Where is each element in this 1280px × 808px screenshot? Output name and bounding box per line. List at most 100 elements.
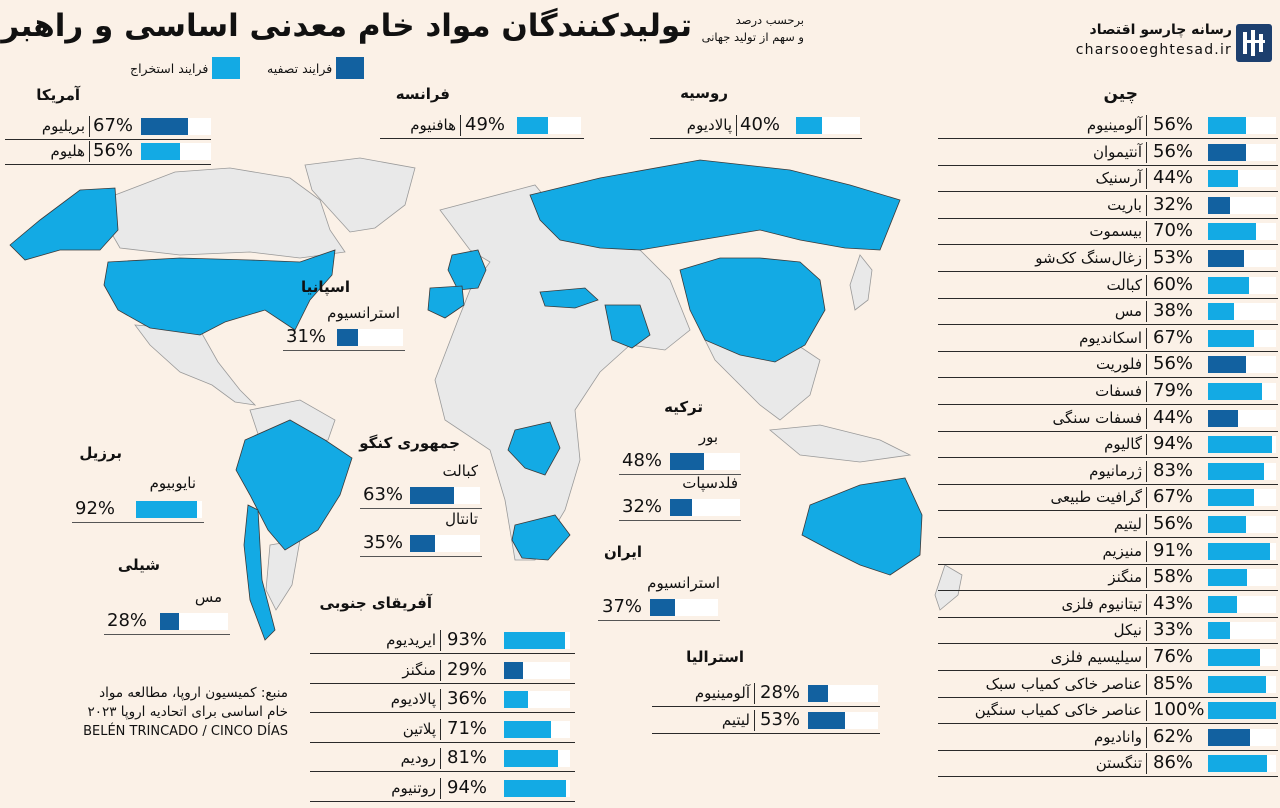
china-row: 56% فلوریت [938, 352, 1278, 379]
south-africa-bar [504, 720, 551, 738]
usa-mineral: بریلیوم [41, 117, 85, 135]
country-label-chile: شیلی [117, 556, 160, 574]
china-row-divider [1146, 301, 1147, 323]
china-mineral: گرافیت طبیعی [1050, 488, 1142, 507]
china-value: 53% [1153, 247, 1194, 268]
china-mineral: آنتیموان [1093, 142, 1142, 161]
china-mineral: فسفات [1095, 382, 1142, 400]
china-row-divider [1146, 593, 1147, 615]
turkey-value: 32% [622, 496, 663, 517]
china-bar [1208, 196, 1230, 214]
china-bar [1208, 728, 1251, 746]
china-value: 76% [1153, 646, 1194, 667]
legend-extraction: فرایند استخراج [130, 57, 241, 79]
legend-refining: فرایند تصفیه [267, 57, 365, 79]
usa-bar [141, 118, 188, 135]
china-mineral: مس [1114, 302, 1142, 321]
brazil-underline [72, 522, 204, 523]
usa-value: 67% [93, 115, 134, 136]
south-africa-bar [504, 632, 566, 649]
australia-bar [808, 685, 828, 702]
china-value: 43% [1153, 592, 1194, 614]
china-value: 70% [1153, 220, 1194, 242]
legend-extraction-swatch [212, 57, 241, 79]
china-value: 58% [1153, 566, 1194, 588]
china-row-divider [1146, 327, 1147, 349]
spain-shape [427, 285, 465, 319]
iran-shape [604, 304, 651, 349]
mexico-central-america-shape [134, 324, 257, 406]
country-label-russia: روسیه [680, 84, 728, 102]
south-africa-shape [511, 514, 571, 561]
usa-row-divider [89, 141, 90, 162]
south-africa-value: 36% [447, 688, 488, 709]
subtitle-line-1: برحسب درصد [735, 13, 804, 27]
china-value: 94% [1153, 433, 1194, 455]
china-row-divider [1146, 168, 1147, 190]
china-row-divider [1146, 194, 1147, 216]
country-label-spain: اسپانیا [300, 278, 350, 296]
china-row-divider [1146, 434, 1147, 456]
south-africa-bar [504, 750, 558, 767]
china-row: 86% تنگستن [938, 751, 1278, 778]
australia-mineral: آلومینیوم [694, 684, 750, 702]
china-value: 33% [1153, 619, 1194, 641]
subtitle-line-2: و سهم از تولید جهانی [701, 30, 804, 44]
china-row: 38% مس [938, 299, 1278, 326]
new-zealand-shape [934, 564, 963, 611]
south-africa-value: 93% [447, 629, 488, 650]
china-bar [1208, 489, 1254, 507]
south-africa-row-divider [440, 718, 441, 740]
page-subtitle: برحسب درصد و سهم از تولید جهانی [698, 12, 804, 46]
turkey-value: 48% [622, 450, 663, 471]
china-bar [1208, 329, 1254, 347]
china-row-divider [1146, 221, 1147, 243]
turkey-underline [619, 520, 741, 521]
china-row-divider [1146, 726, 1147, 748]
south-africa-row: 71% پلاتین [310, 717, 575, 743]
china-row: 62% وانادیوم [938, 725, 1278, 751]
france-bar [517, 117, 549, 134]
country-label-usa: آمریکا [36, 86, 80, 104]
south-africa-mineral: منگنز [402, 660, 436, 679]
russia-shape [529, 159, 901, 251]
south-africa-mineral: پالادیوم [390, 690, 436, 708]
south-africa-value: 94% [447, 776, 488, 798]
south-africa-mineral: رودیم [400, 749, 436, 767]
spain-underline [283, 350, 405, 351]
brand: رسانه چارسو اقتصاد charsooeghtesad.ir [1076, 22, 1232, 58]
china-value: 56% [1153, 513, 1194, 534]
japan-shape [849, 254, 873, 311]
turkey-bar [670, 499, 693, 516]
australia-row-divider [754, 683, 755, 704]
russia-row-divider [736, 115, 737, 136]
usa-row-divider [89, 116, 90, 137]
country-label-south-africa: آفریقای جنوبی [319, 594, 432, 612]
source-line-1: منبع: کمیسیون اروپا، مطالعه مواد [99, 685, 288, 701]
south-africa-row-divider [440, 748, 441, 769]
china-value: 38% [1153, 300, 1194, 322]
china-row: 43% تیتانیوم فلزی [938, 592, 1278, 618]
china-row: 79% فسفات [938, 379, 1278, 405]
south-africa-value: 81% [447, 747, 488, 768]
south-africa-value: 71% [447, 717, 488, 739]
australia-row: 28% آلومینیوم [652, 681, 880, 707]
turkey-mineral: فلدسپات [682, 474, 738, 492]
china-mineral: لیتیم [1113, 515, 1142, 533]
brazil-value: 92% [75, 498, 116, 519]
china-bar [1208, 755, 1267, 773]
congo-value: 35% [363, 532, 404, 553]
south-africa-row: 29% منگنز [310, 658, 575, 684]
spain-value: 31% [286, 326, 327, 347]
china-row: 53% زغال‌سنگ کک‌شو [938, 246, 1278, 272]
china-row: 76% سیلیسیم فلزی [938, 645, 1278, 671]
china-mineral: بیسموت [1089, 222, 1142, 241]
congo-mineral: کبالت [442, 462, 478, 480]
china-bar [1208, 383, 1262, 400]
china-bar [1208, 649, 1260, 666]
iran-mineral: استرانسیوم [647, 574, 720, 592]
china-row-divider [1146, 673, 1147, 695]
china-row-divider [1146, 460, 1147, 482]
source-line-3: BELÉN TRINCADO / CINCO DÍAS [83, 724, 288, 739]
australia-row: 53% لیتیم [652, 708, 880, 734]
